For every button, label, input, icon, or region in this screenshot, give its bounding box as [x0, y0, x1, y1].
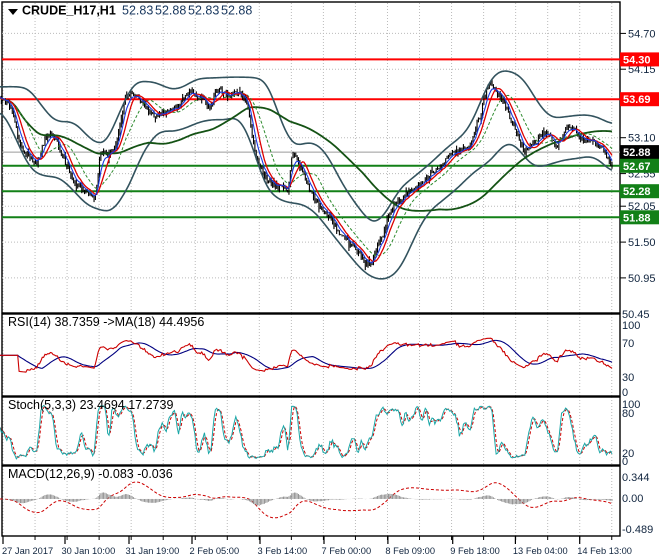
svg-text:-0.489: -0.489: [622, 524, 653, 536]
svg-text:9 Feb 18:00: 9 Feb 18:00: [450, 546, 500, 556]
svg-text:13 Feb 04:00: 13 Feb 04:00: [513, 546, 568, 556]
svg-text:52.83: 52.83: [188, 4, 219, 18]
svg-text:31 Jan 19:00: 31 Jan 19:00: [126, 546, 180, 556]
svg-text:Stoch(5,3,3) 23.4694 17.2739: Stoch(5,3,3) 23.4694 17.2739: [8, 398, 173, 412]
svg-text:52.28: 52.28: [623, 186, 651, 198]
svg-text:52.83: 52.83: [122, 4, 153, 18]
svg-text:51.50: 51.50: [628, 237, 656, 249]
svg-text:2 Feb 05:00: 2 Feb 05:00: [190, 546, 240, 556]
svg-text:51.88: 51.88: [623, 212, 651, 224]
svg-text:50.95: 50.95: [628, 273, 656, 285]
svg-text:80: 80: [622, 408, 634, 420]
svg-text:27 Jan 2017: 27 Jan 2017: [2, 546, 53, 556]
svg-text:53.10: 53.10: [628, 133, 656, 145]
svg-text:100: 100: [622, 320, 640, 332]
svg-text:30: 30: [622, 372, 634, 384]
svg-text:0.344: 0.344: [622, 472, 650, 484]
svg-text:52.88: 52.88: [623, 147, 651, 159]
svg-text:MACD(12,26,9) -0.083 -0.036: MACD(12,26,9) -0.083 -0.036: [8, 467, 173, 481]
svg-text:0: 0: [622, 387, 628, 399]
svg-text:0: 0: [622, 456, 628, 468]
svg-text:54.70: 54.70: [628, 28, 656, 40]
svg-text:30 Jan 10:00: 30 Jan 10:00: [62, 546, 116, 556]
svg-text:54.30: 54.30: [623, 54, 651, 66]
svg-text:CRUDE_H17,H1: CRUDE_H17,H1: [22, 4, 116, 18]
svg-text:52.67: 52.67: [623, 161, 651, 173]
svg-text:53.69: 53.69: [623, 94, 651, 106]
svg-text:8 Feb 09:00: 8 Feb 09:00: [385, 546, 435, 556]
svg-text:3 Feb 14:00: 3 Feb 14:00: [258, 546, 308, 556]
svg-text:RSI(14) 38.7359 ->MA(18) 44.4: RSI(14) 38.7359 ->MA(18) 44.4956: [8, 315, 204, 329]
svg-text:0.00: 0.00: [622, 493, 643, 505]
svg-text:52.88: 52.88: [221, 4, 252, 18]
svg-text:52.88: 52.88: [155, 4, 186, 18]
svg-text:14 Feb 13:00: 14 Feb 13:00: [577, 546, 632, 556]
svg-text:7 Feb 00:00: 7 Feb 00:00: [322, 546, 372, 556]
svg-text:70: 70: [622, 338, 634, 350]
